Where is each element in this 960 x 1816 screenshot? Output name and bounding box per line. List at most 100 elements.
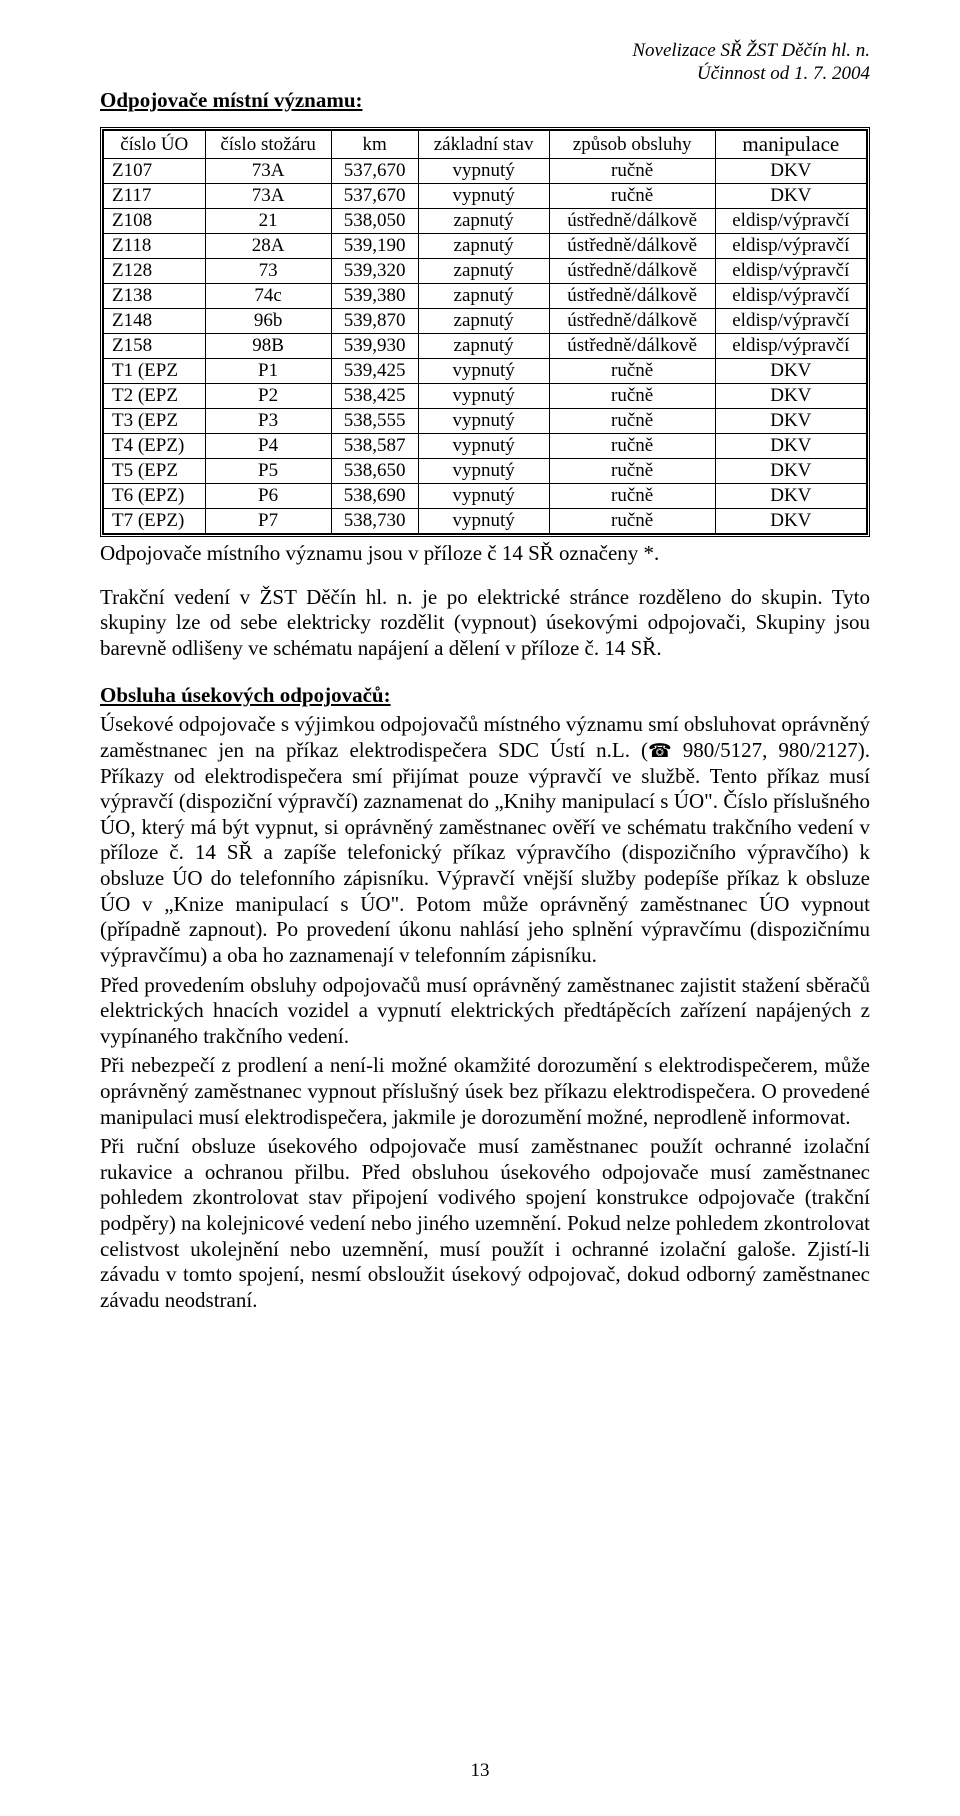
- table-row: T2 (EPZP2538,425vypnutýručněDKV: [104, 384, 867, 409]
- table-cell: DKV: [715, 184, 866, 209]
- table-cell: 539,930: [331, 334, 418, 359]
- table-cell: ústředně/dálkově: [549, 209, 715, 234]
- telephone-icon: ☎: [648, 740, 672, 763]
- table-cell: P2: [205, 384, 331, 409]
- section-title: Odpojovače místní významu:: [100, 88, 870, 113]
- table-cell: DKV: [715, 359, 866, 384]
- table-cell: T6 (EPZ): [104, 484, 206, 509]
- obsluha-para-3: Při nebezpečí z prodlení a není-li možné…: [100, 1053, 870, 1130]
- table-cell: 539,320: [331, 259, 418, 284]
- table-cell: T7 (EPZ): [104, 509, 206, 534]
- table-cell: 538,650: [331, 459, 418, 484]
- table-row: Z11773A537,670vypnutýručněDKV: [104, 184, 867, 209]
- table-cell: P4: [205, 434, 331, 459]
- page-number: 13: [0, 1760, 960, 1782]
- table-cell: Z158: [104, 334, 206, 359]
- table-cell: 74c: [205, 284, 331, 309]
- table-cell: ručně: [549, 359, 715, 384]
- table-row: T7 (EPZ)P7538,730vypnutýručněDKV: [104, 509, 867, 534]
- table-cell: DKV: [715, 434, 866, 459]
- obsluha-para-2: Před provedením obsluhy odpojovačů musí …: [100, 973, 870, 1050]
- table-cell: 538,690: [331, 484, 418, 509]
- table-cell: 21: [205, 209, 331, 234]
- table-cell: 539,870: [331, 309, 418, 334]
- table-header-row: číslo ÚO číslo stožáru km základní stav …: [104, 131, 867, 159]
- after-table-note: Odpojovače místního významu jsou v přílo…: [100, 541, 870, 567]
- table-cell: ústředně/dálkově: [549, 234, 715, 259]
- table-cell: P1: [205, 359, 331, 384]
- obsluha-para-4: Při ruční obsluze úsekového odpojovače m…: [100, 1134, 870, 1313]
- table-cell: vypnutý: [418, 434, 549, 459]
- table-cell: zapnutý: [418, 284, 549, 309]
- col-manipulace: manipulace: [715, 131, 866, 159]
- table-row: T4 (EPZ)P4538,587vypnutýručněDKV: [104, 434, 867, 459]
- table-cell: 539,380: [331, 284, 418, 309]
- table-row: Z10821538,050zapnutýústředně/dálkověeldi…: [104, 209, 867, 234]
- table-cell: vypnutý: [418, 484, 549, 509]
- table-cell: 538,050: [331, 209, 418, 234]
- table-cell: vypnutý: [418, 509, 549, 534]
- table-row: T5 (EPZP5538,650vypnutýručněDKV: [104, 459, 867, 484]
- table-cell: 538,587: [331, 434, 418, 459]
- table-cell: Z118: [104, 234, 206, 259]
- table-cell: 537,670: [331, 159, 418, 184]
- table-row: Z13874c539,380zapnutýústředně/dálkověeld…: [104, 284, 867, 309]
- col-zpusob-obsluhy: způsob obsluhy: [549, 131, 715, 159]
- obsluha-para-1b: 980/5127, 980/2127). Příkazy od elektrod…: [100, 738, 870, 967]
- table-cell: Z117: [104, 184, 206, 209]
- odpojovace-table: číslo ÚO číslo stožáru km základní stav …: [103, 130, 867, 534]
- table-cell: vypnutý: [418, 384, 549, 409]
- table-row: T3 (EPZP3538,555vypnutýručněDKV: [104, 409, 867, 434]
- table-cell: P5: [205, 459, 331, 484]
- header-line1: Novelizace SŘ ŽST Děčín hl. n.: [632, 40, 870, 63]
- table-cell: P6: [205, 484, 331, 509]
- table-row: T1 (EPZP1539,425vypnutýručněDKV: [104, 359, 867, 384]
- table-cell: Z128: [104, 259, 206, 284]
- table-cell: 28A: [205, 234, 331, 259]
- table-cell: eldisp/výpravčí: [715, 209, 866, 234]
- table-cell: vypnutý: [418, 184, 549, 209]
- table-cell: DKV: [715, 384, 866, 409]
- table-cell: ústředně/dálkově: [549, 259, 715, 284]
- table-row: T6 (EPZ)P6538,690vypnutýručněDKV: [104, 484, 867, 509]
- table-cell: ručně: [549, 409, 715, 434]
- para-trakcni: Trakční vedení v ŽST Děčín hl. n. je po …: [100, 585, 870, 662]
- table-cell: 537,670: [331, 184, 418, 209]
- table-cell: 539,190: [331, 234, 418, 259]
- obsluha-para-1: Úsekové odpojovače s výjimkou odpojovačů…: [100, 712, 870, 968]
- col-cislo-stozaru: číslo stožáru: [205, 131, 331, 159]
- table-cell: ručně: [549, 159, 715, 184]
- table-cell: P7: [205, 509, 331, 534]
- table-cell: zapnutý: [418, 309, 549, 334]
- table-cell: 73A: [205, 184, 331, 209]
- table-cell: 539,425: [331, 359, 418, 384]
- table-cell: ručně: [549, 384, 715, 409]
- table-row: Z12873539,320zapnutýústředně/dálkověeldi…: [104, 259, 867, 284]
- page: Novelizace SŘ ŽST Děčín hl. n. Účinnost …: [0, 0, 960, 1816]
- table-cell: ústředně/dálkově: [549, 309, 715, 334]
- table-row: Z14896b539,870zapnutýústředně/dálkověeld…: [104, 309, 867, 334]
- table-cell: 73: [205, 259, 331, 284]
- table-cell: eldisp/výpravčí: [715, 284, 866, 309]
- table-cell: zapnutý: [418, 209, 549, 234]
- table-cell: T4 (EPZ): [104, 434, 206, 459]
- odpojovace-table-wrap: číslo ÚO číslo stožáru km základní stav …: [100, 127, 870, 537]
- table-cell: DKV: [715, 459, 866, 484]
- table-cell: 96b: [205, 309, 331, 334]
- table-cell: eldisp/výpravčí: [715, 334, 866, 359]
- table-cell: vypnutý: [418, 359, 549, 384]
- table-cell: zapnutý: [418, 259, 549, 284]
- table-cell: T1 (EPZ: [104, 359, 206, 384]
- table-cell: T3 (EPZ: [104, 409, 206, 434]
- table-cell: ručně: [549, 184, 715, 209]
- table-head: číslo ÚO číslo stožáru km základní stav …: [104, 131, 867, 159]
- col-zakladni-stav: základní stav: [418, 131, 549, 159]
- table-cell: T2 (EPZ: [104, 384, 206, 409]
- table-cell: DKV: [715, 159, 866, 184]
- col-km: km: [331, 131, 418, 159]
- table-cell: Z148: [104, 309, 206, 334]
- table-cell: vypnutý: [418, 459, 549, 484]
- table-cell: DKV: [715, 509, 866, 534]
- table-row: Z15898B539,930zapnutýústředně/dálkověeld…: [104, 334, 867, 359]
- table-cell: 73A: [205, 159, 331, 184]
